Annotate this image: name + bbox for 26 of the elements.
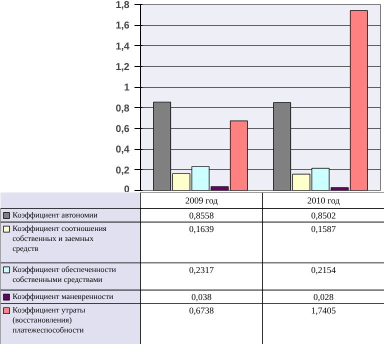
y-tick-label: 1,4 — [116, 41, 130, 52]
data-label: 1,7405 — [311, 306, 336, 316]
y-tick-label: 0,4 — [116, 144, 130, 156]
x-tick-label: 2009 год — [185, 196, 218, 206]
legend-label: Коэффициент утраты (восстановления) платежеспособности — [12, 306, 86, 334]
data-label: 0,2317 — [189, 264, 214, 275]
y-tick-label: 1,6 — [116, 20, 130, 32]
y-tick-label: 0,8 — [116, 103, 130, 114]
legend-label: Коэффициент обеспеченности собственными средствами — [12, 264, 117, 284]
data-label: 0,2154 — [311, 264, 336, 275]
x-tick-label: 2010 год — [307, 196, 340, 206]
legend-label: Коэффициент маневренности — [12, 292, 114, 302]
data-label: 0,1639 — [189, 224, 214, 234]
legend-label: Коэффициент автономии — [12, 210, 98, 220]
legend-label: Коэффициент соотношения собственных и заемных средств — [12, 224, 107, 253]
data-label: 0,038 — [191, 292, 212, 302]
y-tick-label: 1,8 — [116, 0, 130, 11]
y-tick-label: 0,2 — [116, 165, 130, 176]
y-tick-label: 1,2 — [116, 62, 130, 73]
y-tick-label: 1 — [124, 82, 130, 94]
data-label: 0,6738 — [189, 306, 214, 316]
y-tick-label: 0,6 — [116, 124, 130, 135]
data-label: 0,1587 — [311, 224, 336, 234]
data-label: 0,028 — [313, 292, 334, 302]
data-label: 0,8502 — [311, 210, 336, 220]
data-label: 0,8558 — [189, 210, 214, 220]
